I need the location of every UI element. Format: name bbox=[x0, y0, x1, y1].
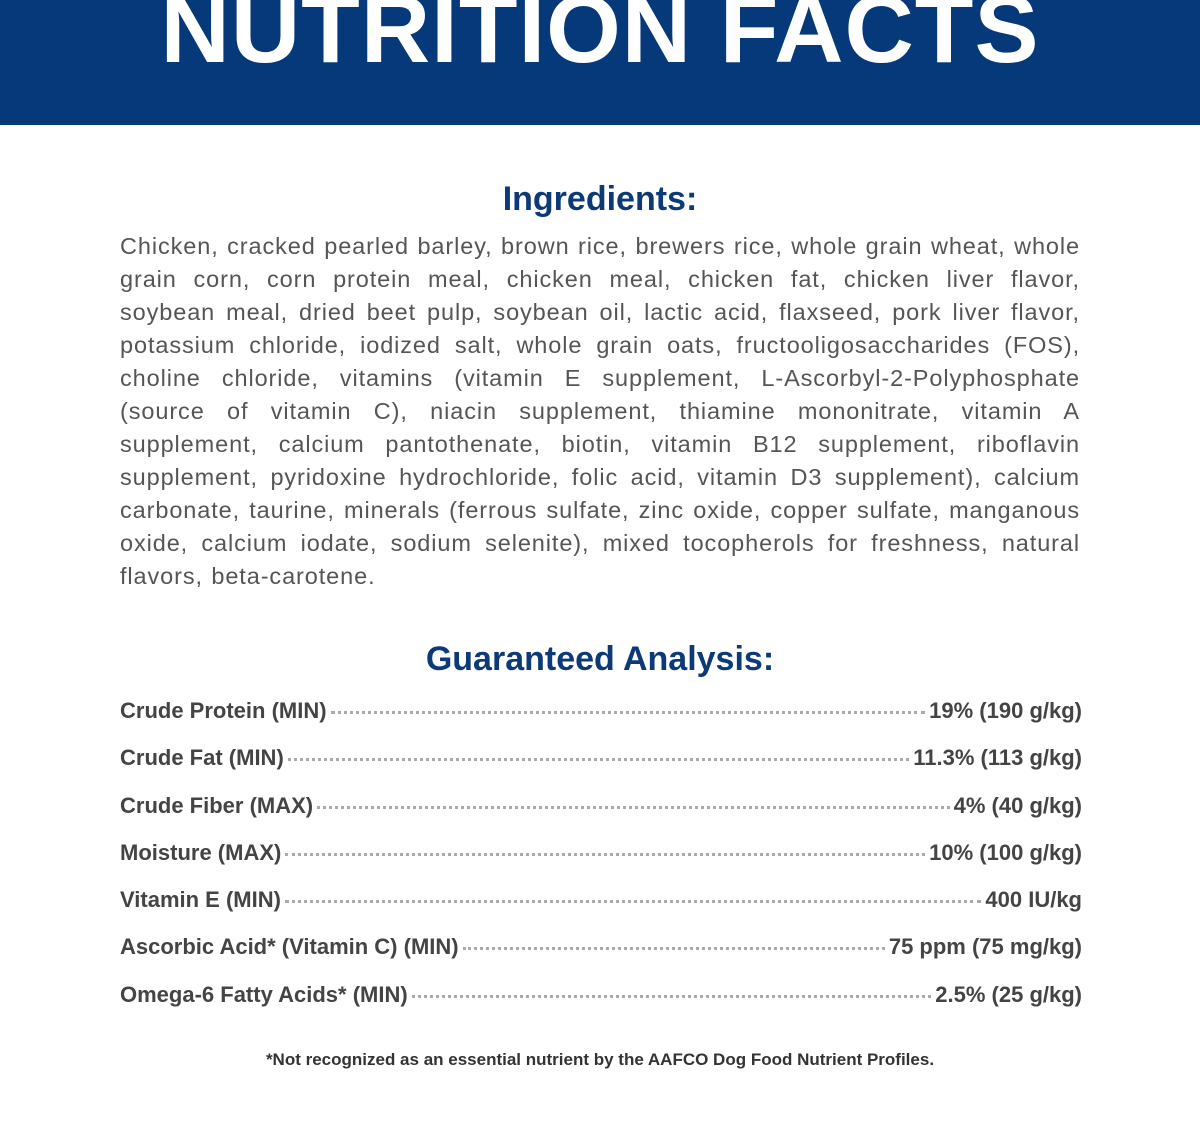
analysis-row: Vitamin E (MIN) 400 IU/kg bbox=[120, 887, 1082, 934]
header-band: NUTRITION FACTS bbox=[0, 0, 1200, 125]
nutrient-value: 400 IU/kg bbox=[985, 887, 1082, 913]
analysis-row: Crude Fiber (MAX) 4% (40 g/kg) bbox=[120, 793, 1082, 840]
dot-leader bbox=[411, 994, 932, 998]
analysis-row: Crude Protein (MIN) 19% (190 g/kg) bbox=[120, 698, 1082, 745]
nutrient-name: Crude Fiber (MAX) bbox=[120, 792, 314, 818]
nutrient-name: Ascorbic Acid* (Vitamin C) (MIN) bbox=[120, 934, 459, 960]
nutrient-value: 4% (40 g/kg) bbox=[953, 792, 1082, 818]
nutrient-name: Vitamin E (MIN) bbox=[120, 887, 281, 913]
nutrient-name: Moisture (MAX) bbox=[120, 839, 282, 865]
nutrient-value: 10% (100 g/kg) bbox=[929, 839, 1082, 865]
dot-leader bbox=[317, 805, 950, 809]
analysis-row: Ascorbic Acid* (Vitamin C) (MIN) 75 ppm (… bbox=[120, 934, 1082, 981]
analysis-list: Crude Protein (MIN) 19% (190 g/kg) Crude F… bbox=[120, 698, 1082, 1029]
nutrient-name: Omega-6 Fatty Acids* (MIN) bbox=[120, 981, 408, 1007]
analysis-heading: Guaranteed Analysis: bbox=[425, 640, 775, 678]
dot-leader bbox=[284, 900, 982, 904]
dot-leader bbox=[462, 947, 885, 951]
dot-leader bbox=[287, 758, 910, 762]
dot-leader bbox=[285, 852, 926, 856]
analysis-row: Omega-6 Fatty Acids* (MIN) 2.5% (25 g/kg) bbox=[120, 982, 1082, 1029]
nutrient-value: 19% (190 g/kg) bbox=[929, 698, 1082, 723]
dot-leader bbox=[330, 711, 926, 714]
page-title: NUTRITION FACTS bbox=[160, 0, 1040, 83]
ingredients-heading: Ingredients: bbox=[502, 180, 698, 218]
nutrient-value: 2.5% (25 g/kg) bbox=[935, 981, 1082, 1007]
nutrient-value: 75 ppm (75 mg/kg) bbox=[888, 934, 1082, 960]
analysis-row: Moisture (MAX) 10% (100 g/kg) bbox=[120, 840, 1082, 887]
nutrient-name: Crude Fat (MIN) bbox=[120, 745, 284, 771]
footnote: *Not recognized as an essential nutrient… bbox=[265, 1050, 935, 1069]
ingredients-text: Chicken, cracked pearled barley, brown r… bbox=[120, 233, 1080, 589]
nutrient-name: Crude Protein (MIN) bbox=[120, 698, 327, 723]
analysis-row: Crude Fat (MIN) 11.3% (113 g/kg) bbox=[120, 745, 1082, 792]
nutrient-value: 11.3% (113 g/kg) bbox=[913, 745, 1082, 771]
